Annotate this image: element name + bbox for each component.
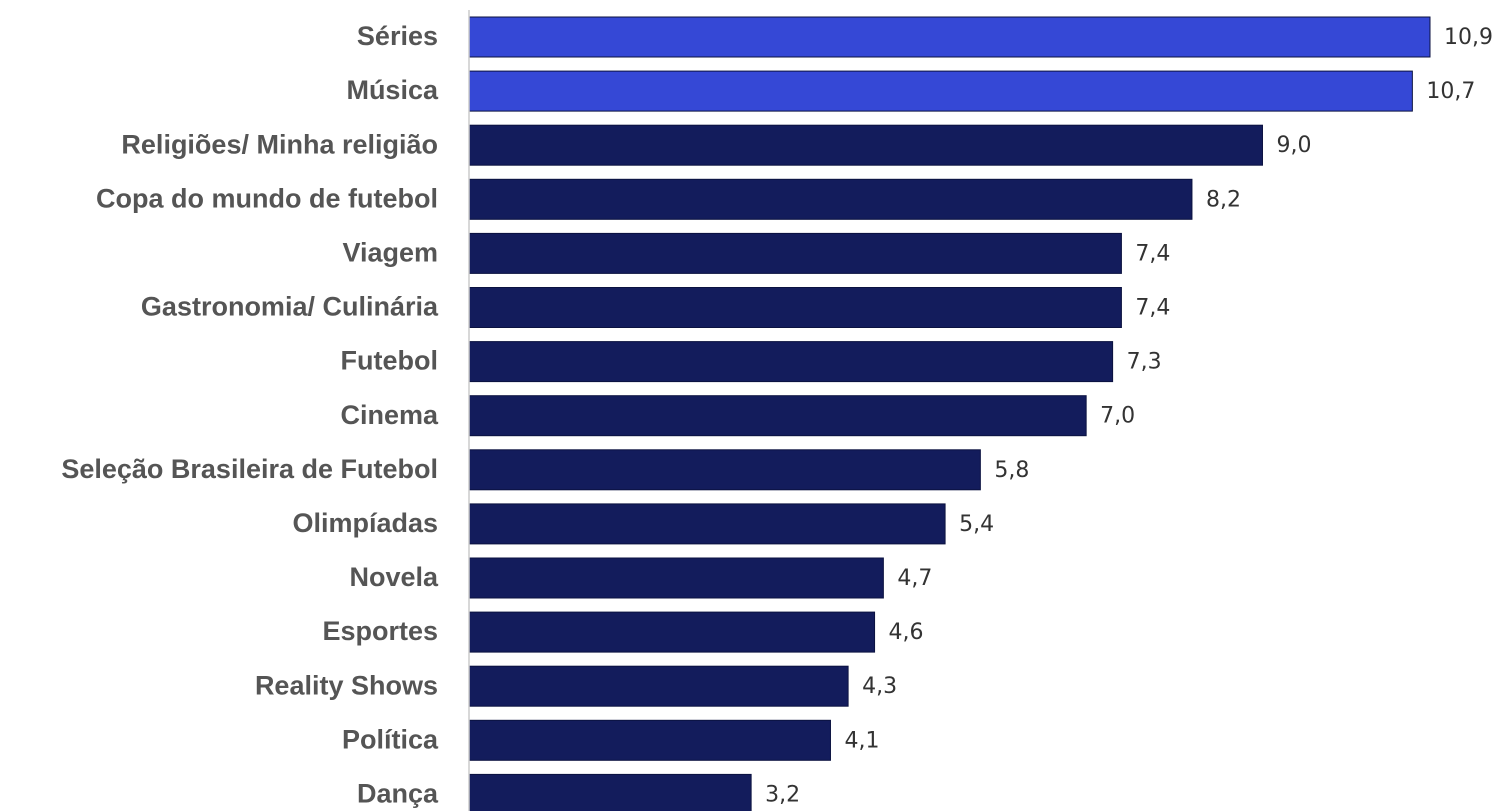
category-label: Seleção Brasileira de Futebol [61, 454, 438, 484]
value-labels: 10,9 10,7 9,0 8,2 7,4 7,4 7,3 7,0 5,8 5,4 4,7 4,6 4,… [765, 25, 1493, 807]
value-label: 9,0 [1276, 133, 1311, 158]
bar [468, 665, 849, 707]
category-label: Religiões/ Minha religião [121, 129, 438, 159]
value-label: 7,3 [1127, 350, 1162, 375]
category-label: Dança [357, 779, 439, 809]
value-label: 4,3 [862, 674, 897, 699]
bar [468, 557, 884, 599]
category-label: Gastronomia/ Culinária [141, 292, 439, 322]
bar [468, 611, 876, 653]
value-label: 4,6 [889, 620, 924, 645]
category-label: Cinema [340, 400, 439, 430]
value-label: 10,9 [1444, 25, 1493, 50]
category-labels: Séries Música Religiões/ Minha religião Cop… [61, 21, 439, 808]
bar [468, 232, 1122, 274]
category-label: Olimpíadas [292, 508, 438, 538]
category-label: Séries [357, 21, 438, 51]
category-label: Viagem [342, 238, 438, 268]
value-label: 5,8 [994, 458, 1029, 483]
bar [468, 70, 1413, 112]
bar [468, 449, 981, 491]
value-label: 7,4 [1135, 241, 1170, 266]
bars-group [468, 16, 1431, 811]
bar [468, 395, 1087, 437]
value-label: 7,4 [1135, 296, 1170, 321]
bar [468, 503, 946, 545]
category-label: Reality Shows [255, 670, 438, 700]
bar [468, 178, 1193, 220]
bar [468, 719, 831, 761]
value-label: 4,1 [844, 728, 879, 753]
category-label: Futebol [341, 346, 438, 376]
bar [468, 16, 1431, 58]
category-label: Esportes [322, 616, 438, 646]
value-label: 5,4 [959, 512, 994, 537]
value-label: 10,7 [1426, 79, 1475, 104]
value-label: 8,2 [1206, 187, 1241, 212]
bar [468, 773, 752, 811]
value-label: 7,0 [1100, 404, 1135, 429]
bar [468, 287, 1122, 328]
category-label: Copa do mundo de futebol [96, 183, 438, 213]
category-label: Novela [349, 562, 439, 592]
value-label: 3,2 [765, 782, 800, 807]
category-label: Música [346, 75, 439, 105]
bar [468, 341, 1114, 383]
bar [468, 124, 1263, 166]
value-label: 4,7 [897, 566, 932, 591]
category-label: Política [342, 724, 439, 754]
